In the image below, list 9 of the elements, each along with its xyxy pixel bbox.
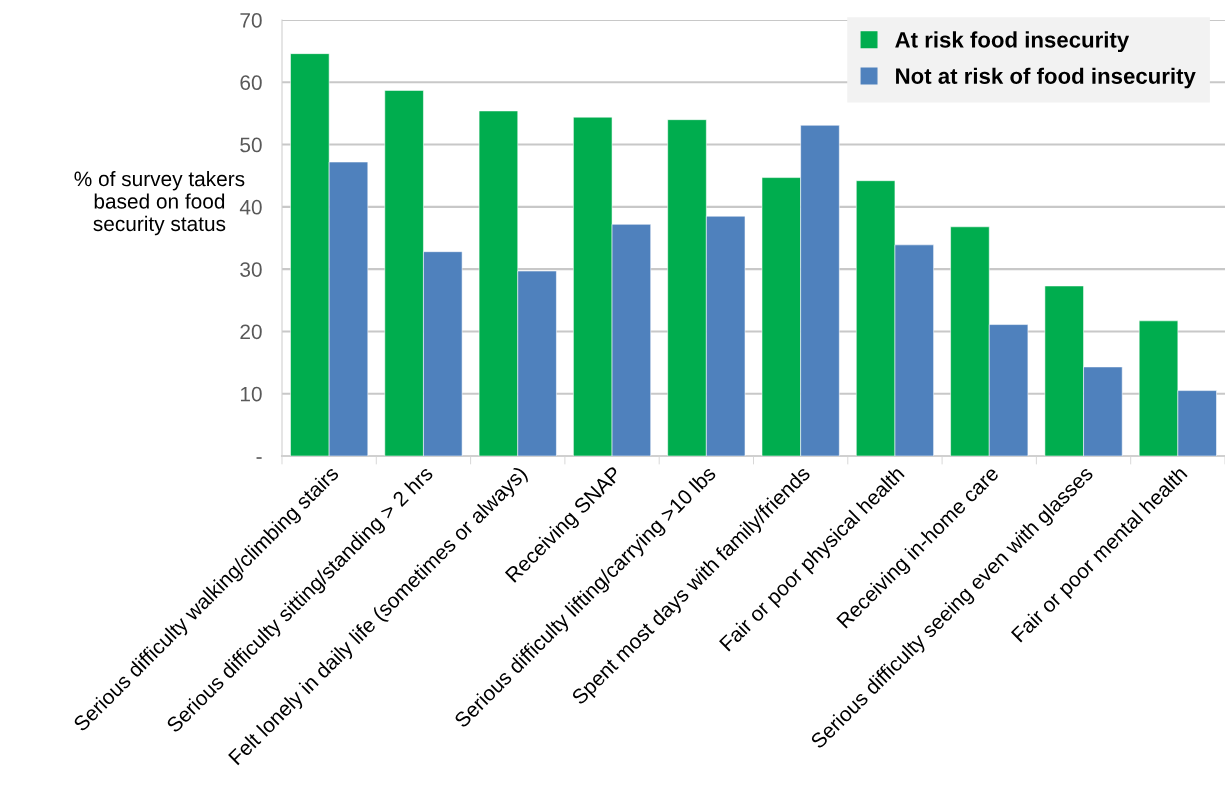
y-tick-label: 60 <box>240 75 262 91</box>
y-tick-label: 30 <box>240 262 262 277</box>
legend-label: Not at risk of food insecurity <box>896 67 1196 89</box>
y-tick-label: 70 <box>240 13 262 28</box>
y-tick-label: 10 <box>240 386 262 402</box>
y-tick-label: - <box>256 457 262 459</box>
y-tick-label: 20 <box>240 324 262 340</box>
y-tick-label: 50 <box>240 137 262 153</box>
legend-label: At risk food insecurity <box>895 31 1130 53</box>
